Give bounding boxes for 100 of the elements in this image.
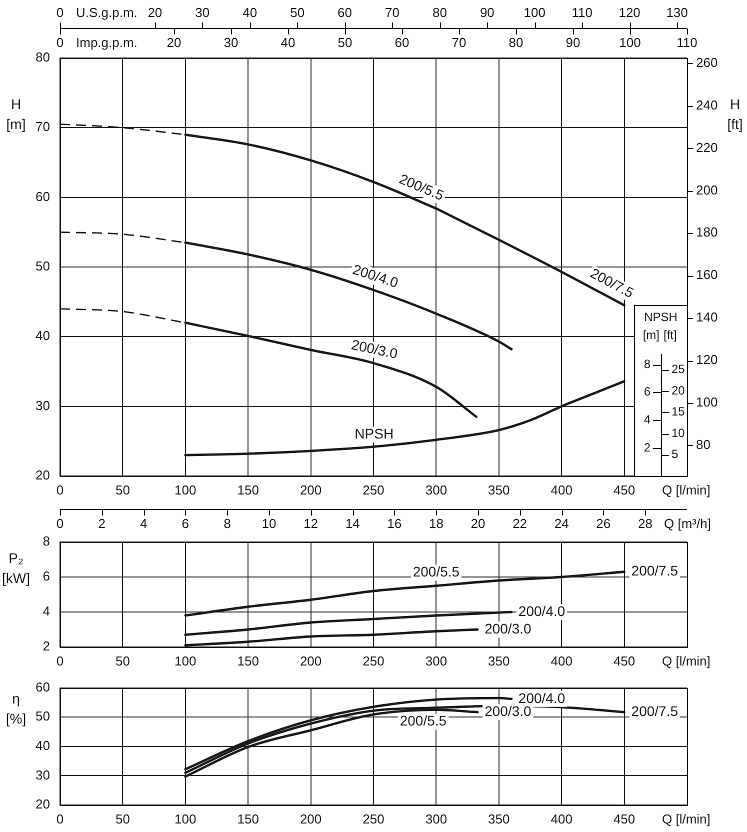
x-tick-label: 300 [425,811,448,826]
series-label: 200/4.0 [518,602,566,619]
y-tick-label: 2 [644,440,651,454]
x2-tick-label: 70 [385,5,400,20]
y-tick-label: 20 [36,468,50,483]
text: 200/3.0 [350,336,400,362]
x2-tick-label: 20 [470,516,486,532]
x-tick-label: 100 [174,811,196,826]
y2-tick-label: 260 [696,54,718,70]
y-axis-title: [m] [642,328,660,342]
y-tick-label: 8 [644,356,651,371]
y2-tick-label: 160 [696,267,718,282]
x2-tick-label: 100 [524,5,546,20]
x-tick-label: 100 [174,482,196,498]
y-tick-label: 60 [36,188,50,204]
y2-tick-label: 15 [672,404,686,419]
x2-tick-label: 100 [619,35,641,50]
y2-tick-label: 25 [672,362,686,376]
y2-tick-label: 20 [672,383,686,398]
text: 200/4.0 [350,261,400,291]
y-tick-label: 4 [42,604,50,619]
x2-tick-label: 20 [166,35,182,50]
x2-tick-label: 4 [140,516,148,532]
x-tick-label: 0 [56,811,64,826]
x2-tick-label: 0 [56,35,64,50]
y-tick-label: 40 [36,738,50,753]
x-tick-label: 50 [115,482,130,498]
x2-tick-label: 80 [508,35,524,50]
x2-tick-label: 60 [394,35,410,50]
x2-tick-label: 28 [638,516,652,532]
x2-tick-label: 0 [56,516,64,532]
y-tick-label: 60 [36,679,50,694]
y-tick-label: 30 [36,398,50,413]
x-tick-label: 50 [115,653,130,668]
x-tick-label: 150 [237,653,259,668]
y-tick-label: 4 [644,412,651,427]
y-tick-label: 50 [36,708,50,724]
x2-tick-label: 90 [480,5,494,20]
y-tick-label: 40 [36,328,50,344]
y2-tick-label: 10 [672,426,686,440]
x-tick-label: 0 [56,653,64,668]
y-tick-label: 50 [36,258,50,274]
x2-tick-label: 2 [98,516,106,532]
x2-tick-label: 14 [345,516,360,532]
series-label: 200/3.0 [484,702,532,719]
x2-tick-label: 12 [304,516,318,532]
x2-tick-label: 6 [182,516,190,532]
x-tick-label: 250 [362,811,384,826]
y-tick-label: 20 [36,796,50,812]
x2-axis-title: Q [m³/h] [664,516,711,532]
x2-tick-label: 18 [428,516,444,532]
x-tick-label: 450 [613,482,636,498]
y-tick-label: 2 [42,638,50,654]
x2-axis-title: Imp.g.p.m. [76,35,138,50]
x2-tick-label: 80 [432,5,447,20]
series-label: 200/5.5 [400,712,447,729]
y-axis-title: η [%] [6,690,26,727]
y2-tick-label: 220 [696,140,718,155]
x-axis-title: Q [l/min] [662,812,710,827]
x2-tick-label: 30 [224,35,238,50]
y2-tick-label: 200 [696,182,718,198]
y2-tick-label: 120 [696,352,718,368]
x-tick-label: 150 [237,482,259,498]
series-label: 200/4.0 [518,690,566,706]
x-tick-label: 350 [488,811,510,826]
x2-tick-label: 40 [280,35,296,50]
x-tick-label: 350 [488,653,510,668]
x-tick-label: 200 [300,811,322,826]
y2-tick-label: 140 [696,310,718,325]
x-tick-label: 450 [613,811,636,826]
y-tick-label: 8 [42,534,50,549]
x2-tick-label: 40 [242,5,258,20]
y-tick-label: 30 [36,767,50,782]
series-label: 200/3.0 [484,620,532,636]
x2-tick-label: 10 [262,516,276,532]
x2-tick-label: 0 [56,5,64,20]
x-tick-label: 0 [56,482,64,498]
y-tick-label: 6 [42,568,50,584]
y2-tick-label: 180 [696,224,718,240]
x2-tick-label: 22 [512,516,528,532]
x2-tick-label: 16 [387,516,402,532]
y-axis-title: P₂ [kW] [2,550,30,586]
x2-tick-label: 130 [666,5,688,20]
series-label: 200/7.5 [631,562,678,579]
x2-tick-label: 50 [290,5,305,20]
x-axis-title: Q [l/min] [662,482,710,498]
x-tick-label: 400 [550,653,572,668]
x2-tick-label: 110 [572,5,592,20]
y-axis-title: H [m] [6,96,26,132]
x-axis-title: Q [l/min] [662,654,710,669]
x-tick-label: 350 [488,482,510,498]
x-tick-label: 250 [362,482,384,498]
x-tick-label: 300 [425,653,448,668]
x-tick-label: 400 [550,811,572,826]
x2-axis-title: U.S.g.p.m. [76,5,138,20]
series-label: 200/5.5 [412,564,460,580]
y2-tick-label: 100 [696,394,718,410]
annotation: NPSH [644,310,678,324]
x-tick-label: 200 [300,653,322,668]
x2-tick-label: 20 [148,5,162,20]
